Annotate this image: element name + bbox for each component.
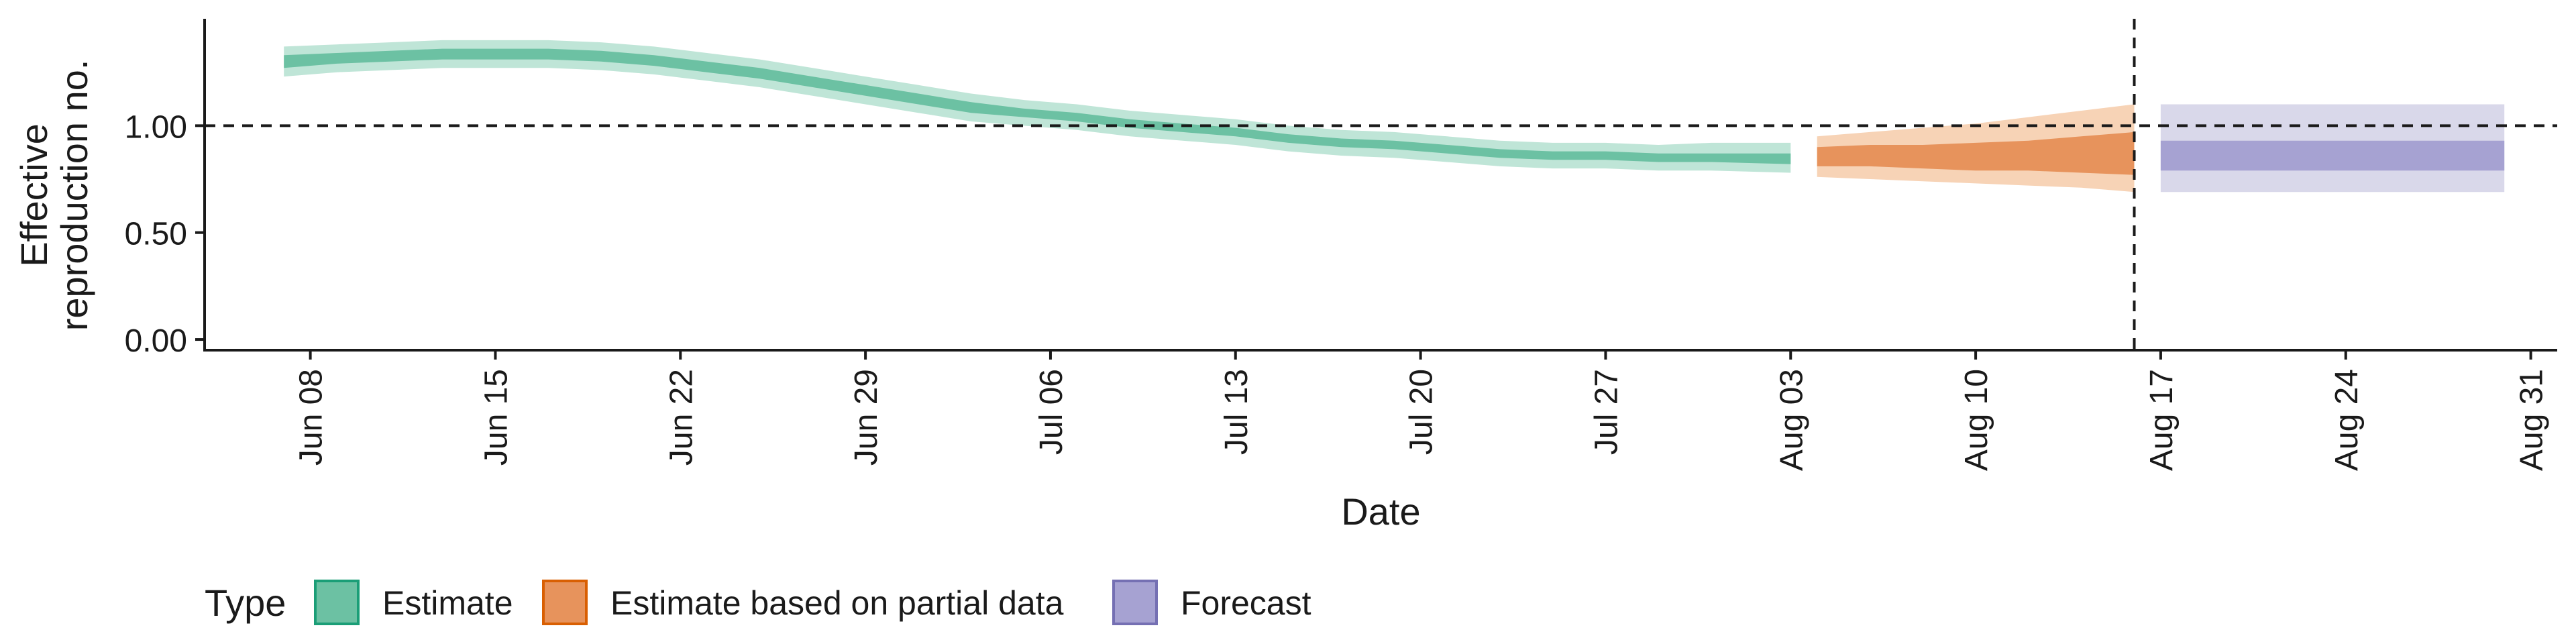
plot-area: 0.00 0.50 1.00 Jun 08 Jun 15 Jun 22 Jun 29 Jul… (125, 19, 2557, 471)
x-tick-label: Jul 20 (1404, 369, 1440, 455)
x-tick-label: Jun 29 (849, 369, 884, 466)
estimate-ribbon-90 (284, 40, 1791, 173)
y-tick-label: 0.50 (125, 217, 187, 252)
x-axis-title: Date (1341, 490, 1420, 533)
legend-swatch-forecast (1112, 580, 1158, 625)
x-tick-label: Jun 08 (294, 369, 329, 466)
x-tick-label: Aug 10 (1959, 369, 1994, 471)
x-tick-label: Jul 27 (1589, 369, 1624, 455)
x-axis-ticks: Jun 08 Jun 15 Jun 22 Jun 29 Jul 06 Jul 13 Jul … (294, 350, 2550, 471)
x-tick-label: Jun 22 (663, 369, 699, 466)
partial-ribbon-50 (1817, 131, 2135, 175)
x-tick-label: Aug 17 (2144, 369, 2180, 471)
x-tick-label: Jun 15 (478, 369, 514, 466)
legend-swatch-estimate (314, 580, 360, 625)
x-tick-label: Aug 31 (2514, 369, 2550, 471)
legend-label-forecast: Forecast (1181, 584, 1311, 622)
y-axis-title-line-2: reproduction no. (53, 60, 95, 331)
legend: Type Estimate Estimate based on partial d… (205, 580, 1311, 625)
legend-label-estimate: Estimate (382, 584, 513, 622)
x-tick-label: Jul 13 (1219, 369, 1254, 455)
y-tick-label: 0.00 (125, 323, 187, 359)
legend-swatch-partial (542, 580, 588, 625)
y-axis-ticks: 0.00 0.50 1.00 (125, 109, 205, 359)
legend-title: Type (205, 582, 286, 624)
legend-label-partial: Estimate based on partial data (610, 584, 1064, 622)
x-tick-label: Jul 06 (1034, 369, 1069, 455)
ribbons (284, 40, 2505, 193)
x-tick-label: Aug 24 (2329, 369, 2365, 471)
y-tick-label: 1.00 (125, 109, 187, 145)
forecast-ribbon-50 (2160, 140, 2505, 171)
y-axis-title-line-1: Effective (13, 123, 55, 267)
x-tick-label: Aug 03 (1774, 369, 1809, 471)
